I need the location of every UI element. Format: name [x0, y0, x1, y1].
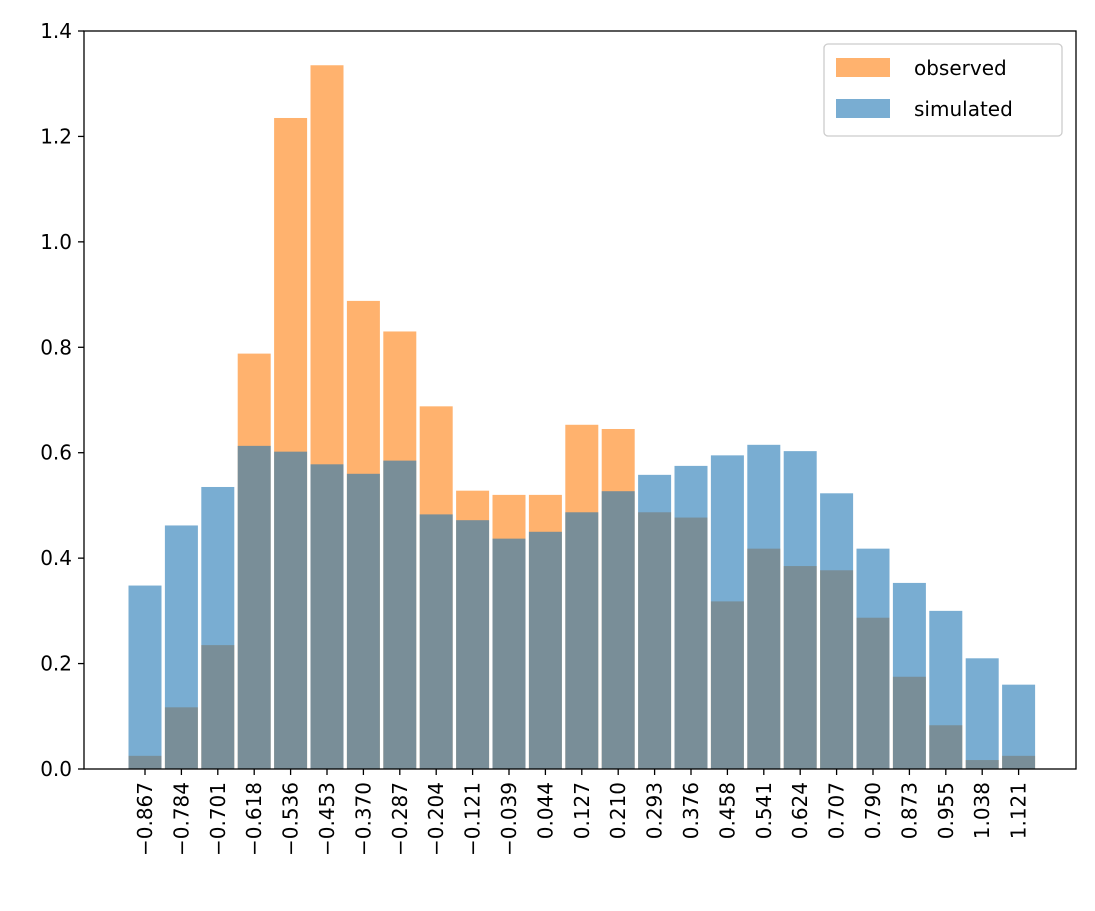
simulated-bar — [856, 548, 890, 769]
x-tick-label: 0.376 — [679, 782, 703, 839]
x-tick-label: −0.867 — [133, 782, 157, 856]
y-tick-label: 1.2 — [40, 124, 72, 148]
simulated-bar — [1002, 684, 1036, 769]
x-tick-label: 0.458 — [715, 782, 739, 839]
simulated-bar — [892, 582, 926, 769]
x-tick-label: 0.707 — [825, 782, 849, 839]
x-tick-label: −0.784 — [169, 782, 193, 856]
legend-label-simulated: simulated — [914, 97, 1013, 121]
x-tick-label: −0.287 — [388, 782, 412, 856]
x-tick-label: 0.127 — [570, 782, 594, 839]
y-tick-label: 0.6 — [40, 441, 72, 465]
x-tick-label: 1.038 — [970, 782, 994, 839]
simulated-bar — [601, 491, 635, 769]
simulated-bar — [383, 460, 417, 769]
y-axis: 0.0 0.2 0.4 0.6 0.8 1.0 1.2 1.4 — [40, 19, 84, 781]
simulated-bar — [783, 451, 817, 769]
x-tick-label: 0.210 — [606, 782, 630, 839]
simulated-bar — [747, 444, 781, 769]
simulated-bar — [346, 473, 380, 769]
simulated-bar — [164, 525, 198, 769]
legend: observed simulated — [823, 43, 1063, 137]
simulated-bar — [565, 512, 599, 769]
simulated-bar — [528, 531, 562, 769]
y-tick-label: 1.0 — [40, 230, 72, 254]
simulated-bars — [128, 444, 1036, 769]
x-tick-label: −0.204 — [424, 782, 448, 856]
simulated-bar — [820, 493, 854, 769]
x-tick-label: 0.624 — [788, 782, 812, 839]
x-tick-label: −0.701 — [206, 782, 230, 856]
x-tick-label: 0.293 — [643, 782, 667, 839]
plot-frame — [83, 30, 1077, 770]
legend-swatch-observed — [836, 58, 890, 77]
simulated-bar — [237, 445, 271, 769]
simulated-bar — [201, 486, 235, 769]
simulated-bar — [710, 455, 744, 769]
legend-swatch-simulated — [836, 99, 890, 118]
simulated-bar — [456, 520, 490, 769]
x-tick-label: 0.955 — [934, 782, 958, 839]
simulated-bar — [310, 464, 344, 769]
simulated-bar — [419, 514, 453, 769]
x-tick-label: −0.453 — [315, 782, 339, 856]
x-tick-label: 0.790 — [861, 782, 885, 839]
simulated-bar — [128, 585, 162, 769]
x-tick-label: −0.039 — [497, 782, 521, 856]
x-tick-label: −0.618 — [242, 782, 266, 856]
x-tick-label: −0.121 — [461, 782, 485, 856]
simulated-bar — [638, 474, 672, 769]
x-tick-label: −0.536 — [279, 782, 303, 856]
simulated-bar — [274, 451, 308, 769]
simulated-bar — [965, 658, 999, 769]
legend-label-observed: observed — [914, 56, 1007, 80]
y-tick-label: 1.4 — [40, 19, 72, 43]
y-tick-label: 0.2 — [40, 652, 72, 676]
simulated-bar — [674, 465, 708, 769]
x-tick-label: 0.044 — [533, 782, 557, 839]
y-tick-label: 0.0 — [40, 757, 72, 781]
x-tick-label: 1.121 — [1007, 782, 1031, 839]
x-tick-label: 0.541 — [752, 782, 776, 839]
y-tick-label: 0.8 — [40, 335, 72, 359]
x-axis: −0.867 −0.784 −0.701 −0.618 −0.536 −0.453 −0.3… — [133, 769, 1031, 856]
y-tick-label: 0.4 — [40, 546, 72, 570]
simulated-bar — [492, 538, 526, 769]
simulated-bar — [929, 610, 963, 769]
x-tick-label: 0.873 — [897, 782, 921, 839]
x-tick-label: −0.370 — [351, 782, 375, 856]
